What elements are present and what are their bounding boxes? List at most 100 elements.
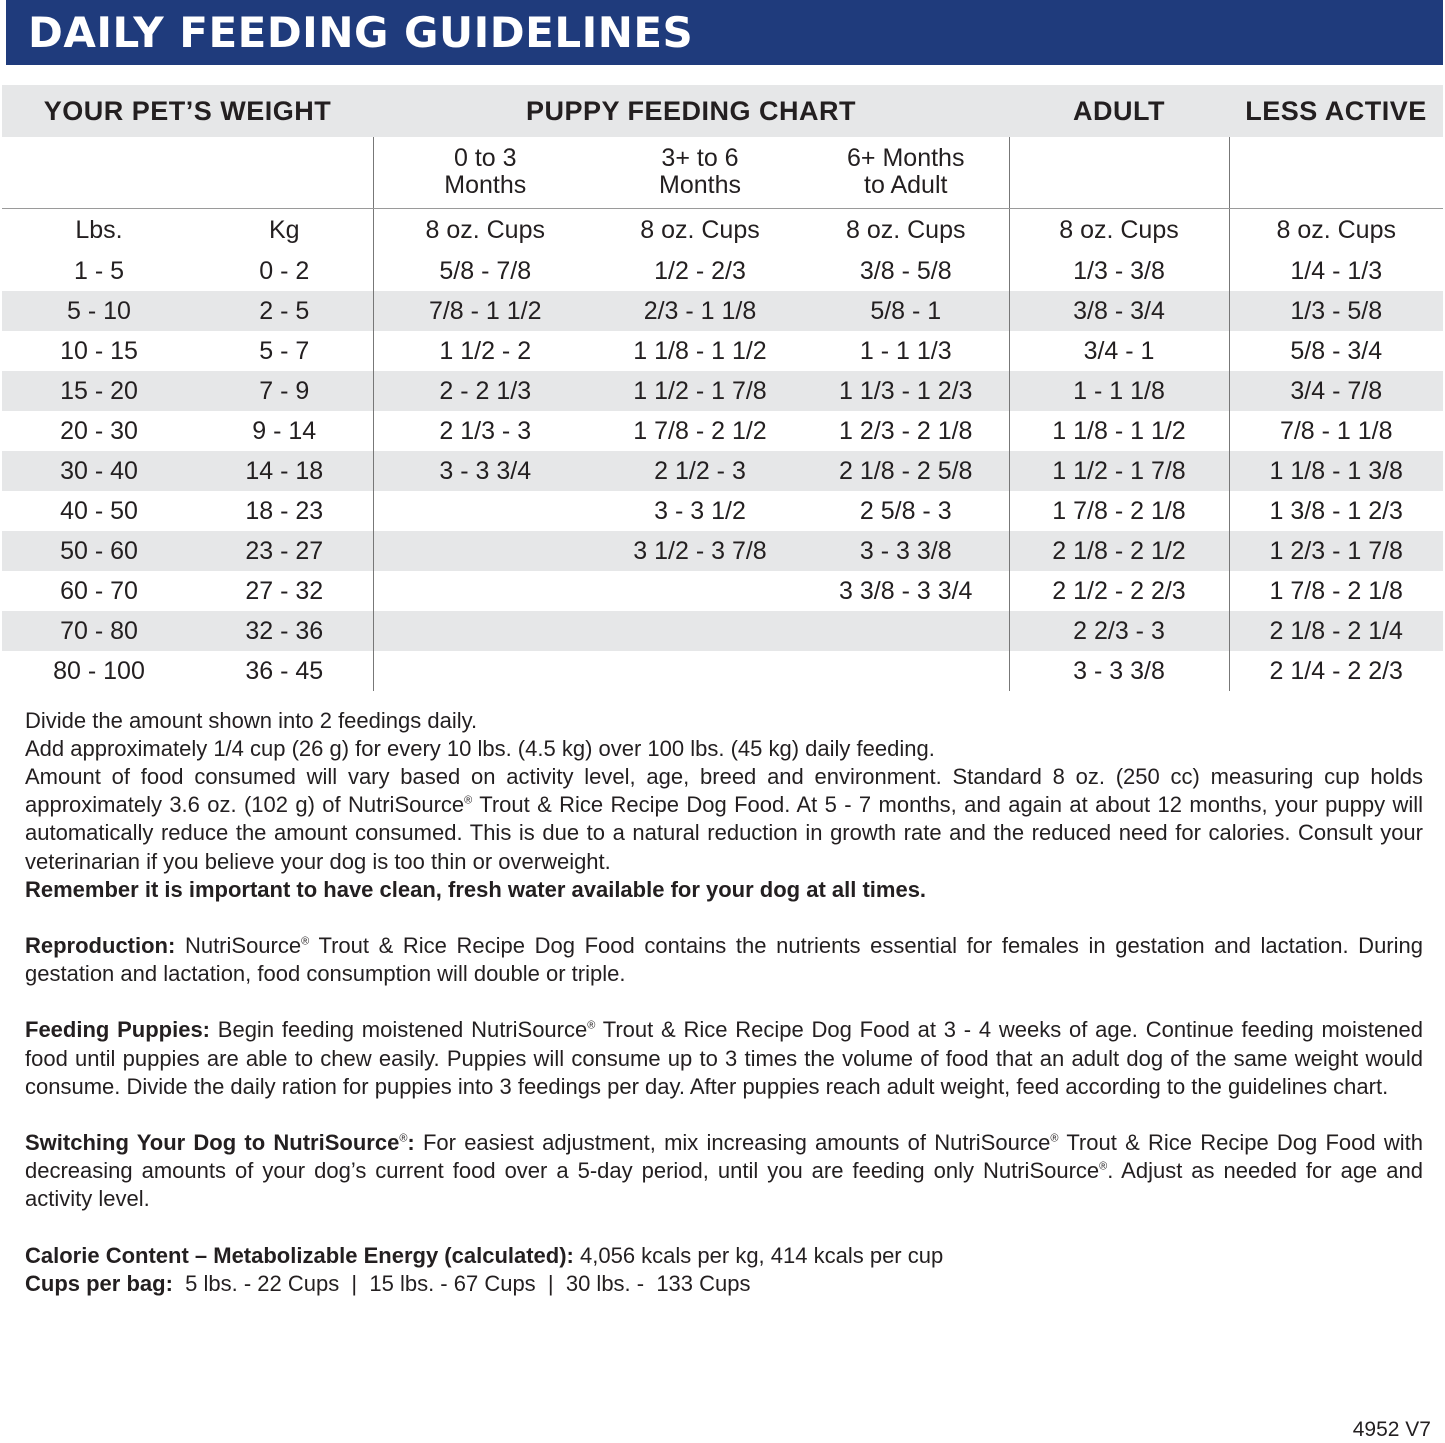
cups-cell: 2 1/8 - 2 1/2 <box>1008 530 1229 571</box>
kg-cell: 0 - 2 <box>259 256 310 285</box>
kg-cell: 7 - 9 <box>196 370 373 411</box>
table-row: 60 - 70 27 - 32 3 3/8 - 3 3/4 2 1/2 - 2 2/3… <box>2 570 1443 611</box>
cups-cell: 2 1/3 - 3 <box>372 410 597 451</box>
unit-cups: 8 oz. Cups <box>372 208 597 251</box>
age-0-3: 0 to 3 Months <box>372 137 597 209</box>
cups-cell: 1 1/3 - 1 2/3 <box>803 370 1009 411</box>
cups-cell: 1 1/8 - 1 3/8 <box>1228 450 1443 491</box>
empty-cell <box>2 137 373 209</box>
kg-cell: 18 - 23 <box>245 496 324 525</box>
cups-cell <box>597 571 803 611</box>
cups-cell <box>803 610 1009 651</box>
puppy-header: PUPPY FEEDING CHART <box>373 85 1009 137</box>
cups-cell: 5/8 - 7/8 <box>372 250 597 291</box>
cups-cell: 2/3 - 1 1/8 <box>597 290 803 331</box>
cups-cell: 1 - 1 1/8 <box>1008 370 1229 411</box>
cups-cell <box>372 650 597 691</box>
unit-kg: Kg <box>268 215 300 244</box>
cups-cell: 1 1/2 - 1 7/8 <box>597 370 803 411</box>
cups-cell: 2 5/8 - 3 <box>859 496 952 525</box>
kg-cell: 5 - 7 <box>259 336 310 365</box>
kg-cell: 36 - 45 <box>245 656 324 685</box>
cups-cell: 1/2 - 2/3 <box>654 256 746 285</box>
kg-cell: 14 - 18 <box>196 450 373 491</box>
cups-cell <box>597 651 803 691</box>
note-amount: Amount of food consumed will vary based … <box>25 763 1423 874</box>
cups-cell: 2 1/2 - 3 <box>597 450 803 491</box>
cups-cell: 7/8 - 1 1/2 <box>372 290 597 331</box>
cups-cell: 7/8 - 1 1/8 <box>1228 410 1443 451</box>
lbs-cell: 60 - 70 <box>60 576 138 605</box>
cups-cell: 3 3/8 - 3 3/4 <box>839 576 973 605</box>
note-water: Remember it is important to have clean, … <box>25 876 927 902</box>
age-3-6-label: 3+ to 6 Months <box>659 144 741 200</box>
lbs-cell: 70 - 80 <box>2 610 196 651</box>
cups-cell <box>372 610 597 651</box>
less-active-header: LESS ACTIVE <box>1229 85 1443 137</box>
cups-cell: 3 - 3 3/8 <box>803 530 1009 571</box>
table-row: 1 - 5 0 - 2 5/8 - 7/8 1/2 - 2/3 3/8 - 5/8 1/3… <box>2 250 1443 291</box>
note-cups-per-bag: Cups per bag: 5 lbs. - 22 Cups | 15 lbs.… <box>25 1270 751 1296</box>
table-row: 50 - 60 23 - 27 3 1/2 - 3 7/8 3 - 3 3/8 2 1/… <box>2 530 1443 571</box>
note-over-100: Add approximately 1/4 cup (26 g) for eve… <box>25 735 935 761</box>
unit-cups: 8 oz. Cups <box>845 215 966 244</box>
cups-cell: 2 1/8 - 2 1/4 <box>1228 610 1443 651</box>
cups-cell: 3/4 - 7/8 <box>1228 370 1443 411</box>
empty-cell <box>1008 137 1229 209</box>
lbs-cell: 50 - 60 <box>2 530 196 571</box>
note-divide: Divide the amount shown into 2 feedings … <box>25 707 478 733</box>
age-3-6: 3+ to 6 Months <box>597 137 803 209</box>
cups-cell: 1 1/2 - 1 7/8 <box>1008 450 1229 491</box>
note-switching: Switching Your Dog to NutriSource®: For … <box>25 1129 1423 1212</box>
cups-cell: 1 7/8 - 2 1/2 <box>633 416 767 445</box>
table-row: 40 - 50 18 - 23 3 - 3 1/2 2 5/8 - 3 1 7/8 - … <box>2 490 1443 531</box>
adult-header: ADULT <box>1009 85 1229 137</box>
cups-cell <box>372 530 597 571</box>
feeding-table: YOUR PET’S WEIGHT PUPPY FEEDING CHART AD… <box>2 85 1443 691</box>
age-header-row: 0 to 3 Months 3+ to 6 Months 6+ Months t… <box>2 137 1443 209</box>
kg-cell: 27 - 32 <box>245 576 324 605</box>
cups-cell: 1 - 1 1/3 <box>859 336 952 365</box>
group-header-row: YOUR PET’S WEIGHT PUPPY FEEDING CHART AD… <box>2 85 1443 137</box>
age-6-adult: 6+ Months to Adult <box>803 137 1009 209</box>
kg-cell: 2 - 5 <box>196 290 373 331</box>
cups-cell: 3/8 - 3/4 <box>1008 290 1229 331</box>
unit-cups: 8 oz. Cups <box>1228 208 1443 251</box>
cups-cell: 3 - 3 3/8 <box>1008 650 1229 691</box>
empty-cell <box>1228 137 1443 209</box>
cups-cell: 1 2/3 - 1 7/8 <box>1228 530 1443 571</box>
cups-cell: 1 7/8 - 2 1/8 <box>1228 570 1443 611</box>
units-row: Lbs. Kg 8 oz. Cups 8 oz. Cups 8 oz. Cups… <box>2 208 1443 251</box>
cups-cell <box>597 610 803 651</box>
lbs-cell: 15 - 20 <box>2 370 196 411</box>
lbs-cell: 20 - 30 <box>60 416 138 445</box>
cups-cell: 3 - 3 1/2 <box>654 496 746 525</box>
cups-cell: 5/8 - 1 <box>803 290 1009 331</box>
cups-cell: 1 1/8 - 1 1/2 <box>1008 410 1229 451</box>
lbs-cell: 10 - 15 <box>60 336 138 365</box>
age-0-3-label: 0 to 3 Months <box>444 144 527 200</box>
cups-cell: 2 2/3 - 3 <box>1008 610 1229 651</box>
cups-cell: 1 3/8 - 1 2/3 <box>1228 490 1443 531</box>
table-row: 10 - 15 5 - 7 1 1/2 - 2 1 1/8 - 1 1/2 1 - 1 … <box>2 330 1443 371</box>
note-reproduction: Reproduction: NutriSource® Trout & Rice … <box>25 932 1423 987</box>
table-row: 80 - 100 36 - 45 3 - 3 3/8 2 1/4 - 2 2/3 <box>2 650 1443 691</box>
lbs-cell: 1 - 5 <box>73 256 125 285</box>
cups-cell: 1 1/8 - 1 1/2 <box>633 336 767 365</box>
lbs-cell: 5 - 10 <box>2 290 196 331</box>
cups-cell <box>372 490 597 531</box>
page-title: DAILY FEEDING GUIDELINES <box>28 8 694 57</box>
product-code: 4952 V7 <box>1352 1418 1431 1441</box>
cups-cell: 2 1/2 - 2 2/3 <box>1008 570 1229 611</box>
cups-cell: 5/8 - 3/4 <box>1228 330 1443 371</box>
cups-cell: 2 - 2 1/3 <box>372 370 597 411</box>
kg-cell: 9 - 14 <box>252 416 317 445</box>
kg-cell: 23 - 27 <box>196 530 373 571</box>
title-banner: DAILY FEEDING GUIDELINES <box>6 0 1443 65</box>
cups-cell: 2 1/8 - 2 5/8 <box>803 450 1009 491</box>
kg-cell: 32 - 36 <box>196 610 373 651</box>
cups-cell: 3 - 3 3/4 <box>372 450 597 491</box>
weight-header: YOUR PET’S WEIGHT <box>2 85 373 137</box>
